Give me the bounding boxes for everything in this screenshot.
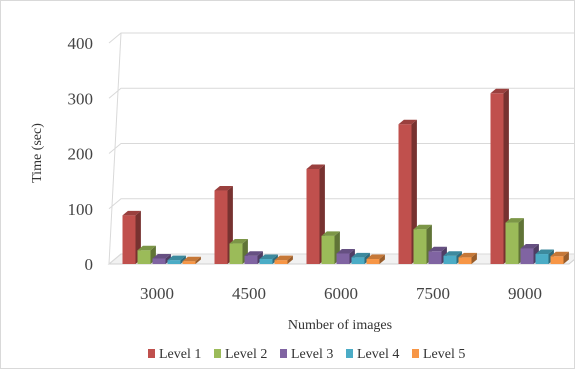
legend-swatch xyxy=(214,349,221,358)
gridline xyxy=(108,87,574,99)
bar xyxy=(244,251,263,264)
bar xyxy=(229,239,248,264)
x-tick-label: 4500 xyxy=(232,284,266,303)
legend-label: Level 5 xyxy=(423,347,465,362)
legend-label: Level 2 xyxy=(225,347,267,362)
bar xyxy=(321,231,340,264)
bar xyxy=(122,210,141,264)
y-tick-label: 100 xyxy=(68,200,94,219)
bar xyxy=(366,254,385,264)
gridline xyxy=(108,143,574,154)
gridline xyxy=(108,198,574,210)
bar xyxy=(413,224,432,264)
legend-item: Level 2 xyxy=(214,347,267,362)
y-tick-label: 400 xyxy=(68,34,94,53)
bar xyxy=(458,252,477,264)
legend-item: Level 4 xyxy=(346,347,399,362)
y-axis-label: Time (sec) xyxy=(30,123,45,183)
x-tick-label: 6000 xyxy=(324,284,358,303)
legend-swatch xyxy=(346,349,353,358)
bar xyxy=(274,255,293,264)
ticks-layer: 0 100 200 300 400 3000 4500 6000 7500 9000 xyxy=(68,34,543,303)
bar xyxy=(351,252,370,264)
legend: Level 1 Level 2 Level 3 Level 4 Level 5 xyxy=(148,347,465,362)
legend-item: Level 5 xyxy=(412,347,465,362)
x-tick-label: 7500 xyxy=(416,284,450,303)
x-tick-label: 9000 xyxy=(508,284,542,303)
bar xyxy=(167,255,186,264)
bar xyxy=(152,253,171,264)
legend-label: Level 4 xyxy=(357,347,399,362)
x-tick-label: 3000 xyxy=(140,284,174,303)
y-tick-label: 0 xyxy=(85,255,94,274)
bar xyxy=(259,254,278,264)
legend-label: Level 3 xyxy=(291,347,333,362)
bar xyxy=(490,88,509,264)
y-tick-label: 300 xyxy=(68,89,94,108)
legend-swatch xyxy=(412,349,419,358)
gridline xyxy=(108,32,574,44)
legend-item: Level 1 xyxy=(148,347,201,362)
x-axis-label: Number of images xyxy=(288,318,392,333)
legend-label: Level 1 xyxy=(159,347,201,362)
y-tick-label: 200 xyxy=(68,145,94,164)
legend-swatch xyxy=(148,349,155,358)
legend-swatch xyxy=(280,349,287,358)
bars-layer xyxy=(122,88,569,264)
bar xyxy=(182,256,201,264)
legend-item: Level 3 xyxy=(280,347,333,362)
bar xyxy=(550,251,569,264)
